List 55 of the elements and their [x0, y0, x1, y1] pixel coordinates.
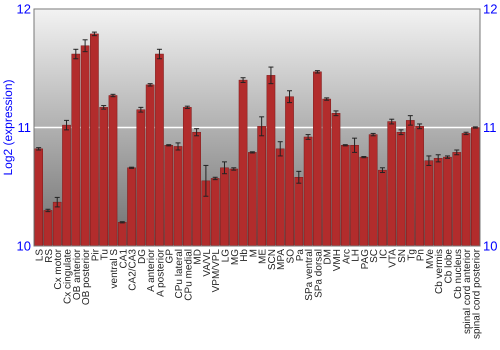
y2-tick-label: 11 [483, 120, 496, 136]
x-tick-label: Tu [100, 249, 111, 260]
y-tick-label: 10 [16, 238, 31, 254]
x-tick-label: Tg [406, 249, 418, 261]
x-tick-label: Arc [341, 249, 352, 264]
x-tick-label: CA2/CA3 [128, 248, 139, 291]
x-tick-label: Cb vermis [434, 249, 446, 294]
x-tick-label: VMH [332, 249, 343, 272]
x-tick-label: SPa dorsal [313, 249, 324, 298]
x-tick-label: VA/VL [202, 248, 213, 277]
x-tick-label: SN [397, 249, 408, 263]
x-tick-label: CPu lateral [174, 249, 186, 298]
y2-tick-label: 10 [483, 238, 498, 254]
x-tick-label: DG [136, 248, 148, 264]
x-tick-label: DM [322, 249, 334, 265]
x-tick-label: spinal cord anterior [462, 248, 474, 334]
x-tick-label: LG [220, 248, 232, 262]
x-tick-label: spinal cord posterior [471, 248, 482, 340]
x-tick-label: M [248, 249, 260, 258]
y-tick-label: 12 [16, 2, 31, 17]
x-tick-label: VTA [388, 248, 399, 268]
x-tick-label: Pir [90, 248, 102, 262]
x-tick-label: RS [44, 248, 55, 263]
x-tick-label: IC [378, 249, 390, 259]
x-tick-label: OB posterior [81, 248, 92, 306]
x-tick-label: Cb nucleus [452, 249, 464, 300]
x-tick-label: Cx motor [53, 248, 64, 290]
x-tick-label: SO [286, 248, 297, 264]
x-tick-label: A anterior [146, 248, 158, 292]
x-tick-label: GP [164, 248, 176, 264]
x-tick-label: ME [258, 248, 269, 264]
y2-tick-label: 12 [483, 2, 498, 17]
x-tick-label: SC [369, 249, 380, 263]
x-tick-label: MVe [424, 248, 436, 270]
x-tick-label: LH [350, 249, 362, 262]
x-tick-label: Pn [416, 249, 427, 262]
x-tick-label: CPu medial [183, 249, 194, 301]
x-tick-label: CA1 [118, 248, 130, 268]
x-tick-label: SCN [266, 249, 278, 270]
x-tick-label: A posterior [155, 248, 166, 297]
x-tick-label: LS [34, 248, 46, 262]
x-tick-label: OB anterior [72, 248, 83, 300]
y-tick-label: 11 [18, 120, 31, 136]
x-tick-label: SPa ventral [304, 249, 316, 301]
x-tick-label: MD [192, 249, 204, 265]
x-tick-label: VPM/VPL [211, 248, 222, 292]
x-tick-label: Cx cingulate [62, 248, 74, 304]
x-tick-label: PAG [360, 248, 371, 270]
x-tick-label: Cb lobe [443, 248, 454, 284]
x-tick-label: Pa [294, 248, 306, 262]
x-tick-label: MPA [276, 248, 288, 270]
x-tick-label: Hb [239, 248, 250, 262]
x-tick-label: ventral S [108, 248, 120, 288]
y-axis-title: Log2 (expression) [1, 79, 15, 176]
x-tick-label: MG [230, 248, 241, 266]
